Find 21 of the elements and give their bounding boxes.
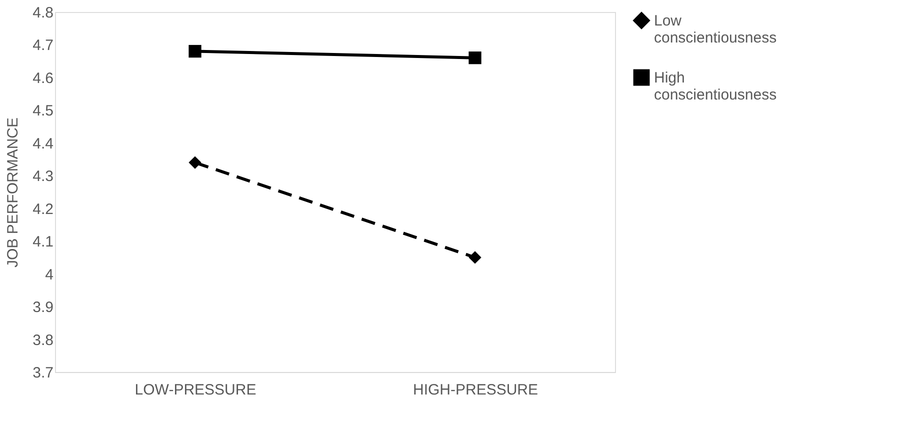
y-tick-label: 3.8: [32, 332, 54, 349]
y-tick-label: 4.4: [32, 135, 54, 152]
legend-label: High conscientiousness: [654, 70, 777, 104]
x-tick-label: LOW-PRESSURE: [134, 382, 256, 398]
legend-label: Low conscientiousness: [654, 12, 777, 46]
y-tick-label: 3.7: [32, 364, 54, 382]
y-tick-label: 4: [45, 266, 54, 284]
point: [188, 44, 202, 58]
x-tick-label: HIGH-PRESSURE: [412, 382, 538, 398]
point: [468, 51, 482, 64]
y-tick-label: 4.3: [32, 168, 54, 186]
y-tick-label: 4.7: [32, 37, 54, 54]
point: [188, 156, 202, 169]
y-tick-label: 4.8: [32, 4, 54, 22]
y-tick-label: 3.9: [32, 299, 54, 316]
point: [468, 251, 482, 264]
y-tick-label: 4.5: [32, 102, 54, 120]
y-tick-label: 4.1: [32, 234, 54, 251]
y-axis-title: JOB PERFORMANCE: [4, 117, 22, 268]
y-tick-label: 4.6: [32, 70, 54, 87]
y-tick-label: 4.2: [32, 200, 54, 218]
